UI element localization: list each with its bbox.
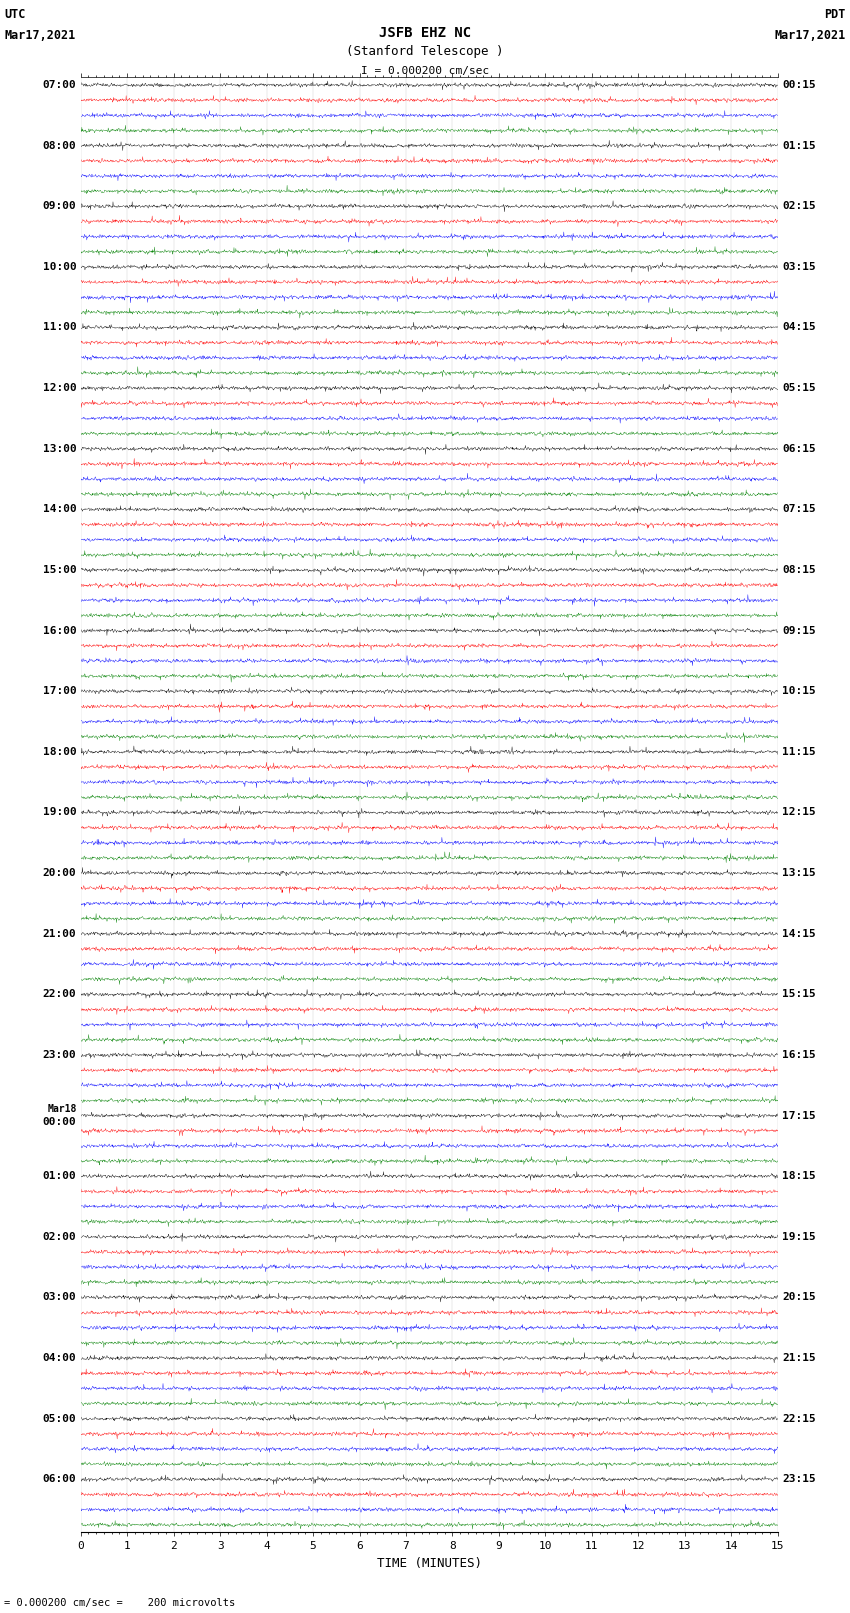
Text: UTC: UTC bbox=[4, 8, 26, 21]
Text: 20:15: 20:15 bbox=[782, 1292, 816, 1302]
Text: 01:15: 01:15 bbox=[782, 140, 816, 150]
Text: 14:00: 14:00 bbox=[42, 505, 76, 515]
Text: 03:15: 03:15 bbox=[782, 261, 816, 273]
Text: 05:00: 05:00 bbox=[42, 1413, 76, 1424]
Text: 06:00: 06:00 bbox=[42, 1474, 76, 1484]
Text: Mar17,2021: Mar17,2021 bbox=[4, 29, 76, 42]
Text: 10:15: 10:15 bbox=[782, 686, 816, 697]
Text: 16:00: 16:00 bbox=[42, 626, 76, 636]
X-axis label: TIME (MINUTES): TIME (MINUTES) bbox=[377, 1557, 482, 1569]
Text: 02:00: 02:00 bbox=[42, 1232, 76, 1242]
Text: 09:00: 09:00 bbox=[42, 202, 76, 211]
Text: 19:00: 19:00 bbox=[42, 808, 76, 818]
Text: Mar18: Mar18 bbox=[47, 1105, 76, 1115]
Text: 21:15: 21:15 bbox=[782, 1353, 816, 1363]
Text: 22:00: 22:00 bbox=[42, 989, 76, 1000]
Text: 19:15: 19:15 bbox=[782, 1232, 816, 1242]
Text: 21:00: 21:00 bbox=[42, 929, 76, 939]
Text: 12:15: 12:15 bbox=[782, 808, 816, 818]
Text: 08:15: 08:15 bbox=[782, 565, 816, 574]
Text: 04:15: 04:15 bbox=[782, 323, 816, 332]
Text: 06:15: 06:15 bbox=[782, 444, 816, 453]
Text: 14:15: 14:15 bbox=[782, 929, 816, 939]
Text: 15:15: 15:15 bbox=[782, 989, 816, 1000]
Text: 23:15: 23:15 bbox=[782, 1474, 816, 1484]
Text: 07:00: 07:00 bbox=[42, 81, 76, 90]
Text: 12:00: 12:00 bbox=[42, 384, 76, 394]
Text: I = 0.000200 cm/sec: I = 0.000200 cm/sec bbox=[361, 66, 489, 76]
Text: 22:15: 22:15 bbox=[782, 1413, 816, 1424]
Text: 13:00: 13:00 bbox=[42, 444, 76, 453]
Text: 04:00: 04:00 bbox=[42, 1353, 76, 1363]
Text: (Stanford Telescope ): (Stanford Telescope ) bbox=[346, 45, 504, 58]
Text: PDT: PDT bbox=[824, 8, 846, 21]
Text: 20:00: 20:00 bbox=[42, 868, 76, 877]
Text: 11:00: 11:00 bbox=[42, 323, 76, 332]
Text: 15:00: 15:00 bbox=[42, 565, 76, 574]
Text: 02:15: 02:15 bbox=[782, 202, 816, 211]
Text: 07:15: 07:15 bbox=[782, 505, 816, 515]
Text: 10:00: 10:00 bbox=[42, 261, 76, 273]
Text: 23:00: 23:00 bbox=[42, 1050, 76, 1060]
Text: 17:15: 17:15 bbox=[782, 1111, 816, 1121]
Text: 13:15: 13:15 bbox=[782, 868, 816, 877]
Text: 08:00: 08:00 bbox=[42, 140, 76, 150]
Text: 18:15: 18:15 bbox=[782, 1171, 816, 1181]
Text: 00:00: 00:00 bbox=[42, 1118, 76, 1127]
Text: 00:15: 00:15 bbox=[782, 81, 816, 90]
Text: 17:00: 17:00 bbox=[42, 686, 76, 697]
Text: 18:00: 18:00 bbox=[42, 747, 76, 756]
Text: JSFB EHZ NC: JSFB EHZ NC bbox=[379, 26, 471, 40]
Text: 01:00: 01:00 bbox=[42, 1171, 76, 1181]
Text: 05:15: 05:15 bbox=[782, 384, 816, 394]
Text: 03:00: 03:00 bbox=[42, 1292, 76, 1302]
Text: = 0.000200 cm/sec =    200 microvolts: = 0.000200 cm/sec = 200 microvolts bbox=[4, 1598, 235, 1608]
Text: 09:15: 09:15 bbox=[782, 626, 816, 636]
Text: Mar17,2021: Mar17,2021 bbox=[774, 29, 846, 42]
Text: 16:15: 16:15 bbox=[782, 1050, 816, 1060]
Text: 11:15: 11:15 bbox=[782, 747, 816, 756]
